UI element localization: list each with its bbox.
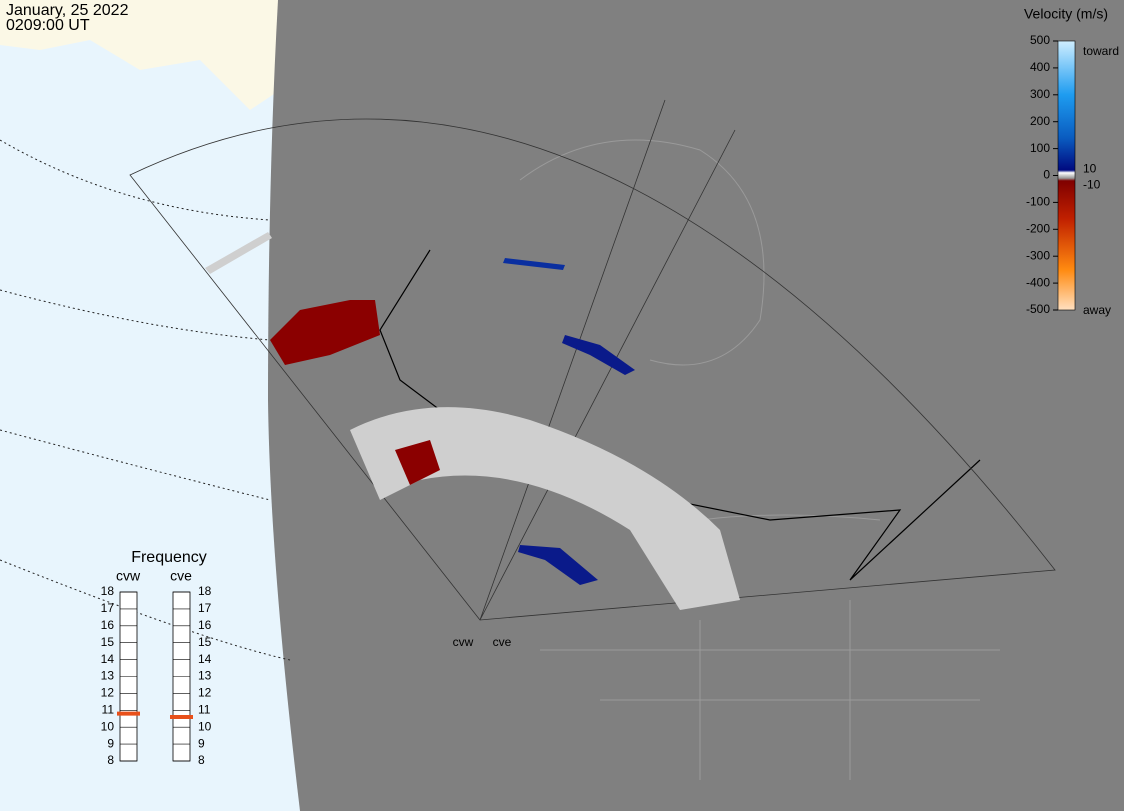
radar-site-label: cve	[493, 635, 512, 649]
frequency-tick-label: 14	[101, 652, 115, 666]
time: 0209:00 UT	[6, 17, 90, 34]
radar-echoes	[205, 232, 740, 610]
frequency-tick-label: 16	[198, 618, 212, 632]
land	[0, 0, 280, 110]
colorbar-bottom-label: away	[1083, 303, 1111, 317]
frequency-tick-label: 11	[198, 702, 211, 716]
colorbar-tick-label: -200	[1026, 221, 1050, 235]
frequency-tick-label: 16	[101, 618, 115, 632]
frequency-tick-label: 11	[102, 702, 115, 716]
frequency-tick-label: 8	[107, 753, 114, 767]
colorbar-tick-label: -100	[1026, 195, 1050, 209]
colorbar-inner-label: 10	[1083, 162, 1097, 176]
frequency-tick-label: 18	[101, 584, 115, 598]
frequency-tick-label: 17	[101, 601, 115, 615]
frequency-tick-label: 14	[198, 652, 212, 666]
colorbar-tick-label: 500	[1030, 33, 1050, 47]
frequency-title: Frequency	[131, 549, 207, 566]
colorbar-tick-label: 0	[1043, 168, 1050, 182]
colorbar-inner-label: -10	[1083, 178, 1101, 192]
colorbar-tick-label: -300	[1026, 248, 1050, 262]
fov-outline	[129, 118, 1056, 621]
colorbar-title: Velocity (m/s)	[1024, 6, 1108, 22]
colorbar	[1057, 40, 1076, 311]
radar-site-label: cvw	[453, 635, 474, 649]
frequency-tick-label: 12	[101, 686, 115, 700]
frequency-tick-label: 9	[107, 736, 114, 750]
beam-lines	[479, 99, 736, 621]
frequency-tick-label: 15	[198, 635, 212, 649]
frequency-tick-label: 15	[101, 635, 115, 649]
colorbar-top-label: toward	[1083, 44, 1119, 58]
frequency-tick-label: 8	[198, 753, 205, 767]
frequency-tick-label: 10	[101, 719, 115, 733]
radar-name: cve	[170, 568, 192, 584]
frequency-tick-label: 13	[101, 669, 115, 683]
colorbar-tick-label: -500	[1026, 302, 1050, 316]
map-disk	[268, 0, 1124, 811]
frequency-tick-label: 17	[198, 601, 212, 615]
date: January, 25 2022	[6, 2, 129, 19]
colorbar-tick-label: 200	[1030, 114, 1050, 128]
frequency-tick-label: 13	[198, 669, 212, 683]
colorbar-tick-label: 300	[1030, 87, 1050, 101]
frequency-tick-label: 18	[198, 584, 212, 598]
colorbar-tick-label: -400	[1026, 275, 1050, 289]
frequency-tick-label: 12	[198, 686, 212, 700]
frequency-tick-label: 9	[198, 736, 205, 750]
lat-grid	[0, 139, 291, 661]
colorbar-tick-label: 400	[1030, 60, 1050, 74]
radar-name: cvw	[116, 568, 141, 584]
colorbar-tick-label: 100	[1030, 141, 1050, 155]
frequency-tick-label: 10	[198, 719, 212, 733]
